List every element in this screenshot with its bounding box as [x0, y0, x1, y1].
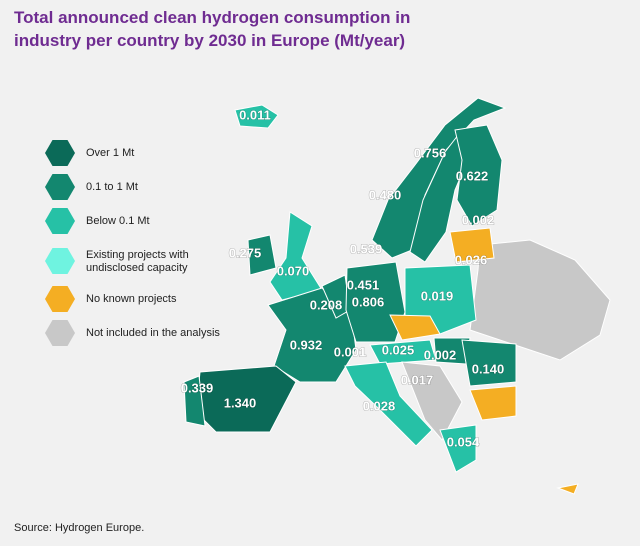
countries — [183, 97, 611, 495]
value-label: 0.026 — [455, 252, 488, 267]
country-uk — [269, 211, 323, 301]
value-label: 0.275 — [229, 245, 262, 260]
value-label: 0.070 — [277, 263, 310, 278]
value-label: 0.932 — [290, 337, 323, 352]
value-label: 0.002 — [424, 347, 457, 362]
value-label: 0.140 — [472, 361, 505, 376]
country-finland — [454, 124, 503, 227]
value-label: 0.539 — [350, 241, 383, 256]
legend-swatch — [45, 174, 75, 200]
value-labels: 0.011 0.756 0.622 0.480 0.002 0.539 0.275 0.026… — [180, 107, 505, 450]
country-germany — [345, 261, 406, 343]
value-label: 0.028 — [363, 398, 396, 413]
legend-label: 0.1 to 1 Mt — [86, 181, 138, 193]
value-label: 1.340 — [224, 395, 257, 410]
legend-label: Below 0.1 Mt — [86, 215, 150, 227]
legend-swatch — [45, 208, 75, 234]
country-bulgaria — [469, 385, 517, 421]
value-label: 0.025 — [382, 342, 415, 357]
value-label: 0.622 — [456, 168, 489, 183]
country-romania — [461, 339, 517, 387]
country-ireland — [247, 234, 277, 276]
value-label: 0.054 — [447, 434, 480, 449]
country-baltics — [449, 227, 495, 263]
country-greece — [439, 424, 477, 473]
value-label: 0.011 — [239, 107, 271, 122]
value-label: 0.001 — [334, 344, 367, 359]
country-iceland — [234, 104, 279, 129]
legend-swatch — [45, 140, 75, 166]
country-portugal — [183, 375, 206, 427]
legend-swatch — [45, 248, 75, 274]
legend-label: Existing projects with undisclosed capaci… — [86, 249, 189, 274]
country-czechia — [389, 314, 441, 341]
legend-swatch — [45, 286, 75, 312]
legend-swatch — [45, 320, 75, 346]
value-label: 0.208 — [310, 297, 343, 312]
country-italy — [344, 361, 433, 447]
value-label: 0.806 — [352, 294, 385, 309]
title: Total announced clean hydrogen consumpti… — [14, 8, 411, 50]
value-label: 0.002 — [462, 212, 495, 227]
legend-label: Over 1 Mt — [86, 147, 134, 159]
value-label: 0.756 — [414, 145, 447, 160]
legend: Over 1 Mt 0.1 to 1 Mt Below 0.1 Mt Existing… — [45, 140, 220, 346]
country-cyprus — [556, 483, 579, 495]
legend-label: Not included in the analysis — [86, 327, 220, 339]
legend-label: No known projects — [86, 293, 177, 305]
value-label: 0.017 — [401, 372, 434, 387]
value-label: 0.451 — [347, 277, 380, 292]
value-label: 0.339 — [181, 380, 214, 395]
country-balkans — [401, 361, 463, 441]
country-norway — [371, 97, 507, 259]
source: Source: Hydrogen Europe. — [14, 522, 145, 534]
value-label: 0.019 — [421, 288, 454, 303]
value-label: 0.480 — [369, 187, 402, 202]
